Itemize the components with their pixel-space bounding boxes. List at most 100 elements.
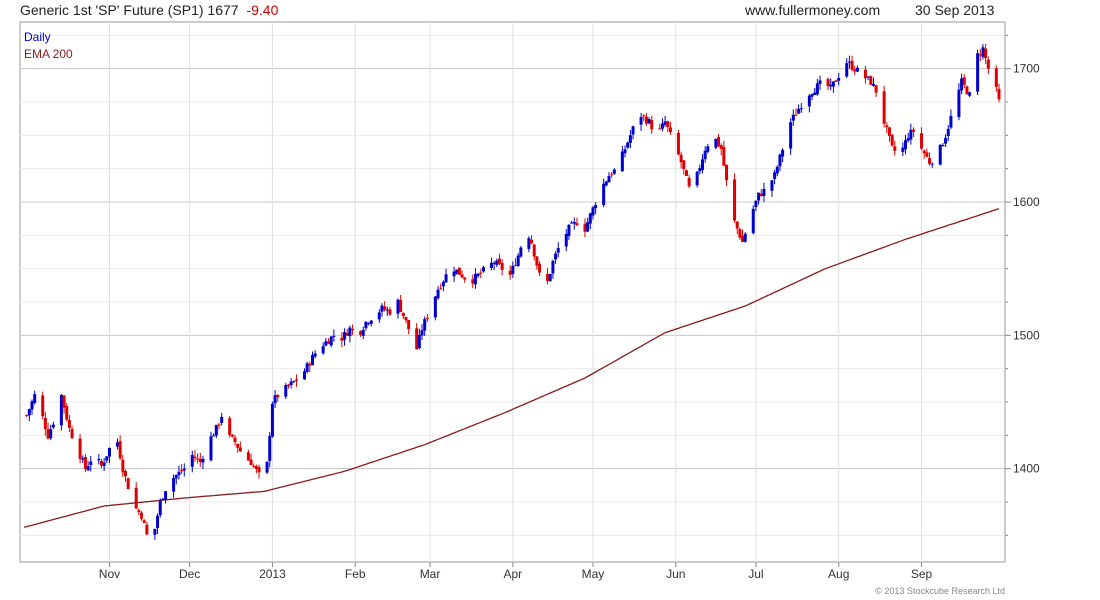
candle-body [105, 456, 109, 461]
candle-body [610, 174, 614, 176]
candle-body [102, 462, 106, 466]
candle-body [273, 395, 277, 404]
candle-body [238, 447, 242, 452]
candle-body [922, 150, 926, 154]
candle-body [554, 253, 558, 260]
candle-body [62, 395, 66, 408]
candle-body [602, 183, 606, 205]
candle-body [863, 69, 867, 79]
candle-body [946, 128, 950, 137]
candle-body [81, 458, 85, 460]
candle-body [612, 169, 616, 174]
grid-lines [20, 22, 1005, 562]
candle-body [548, 274, 552, 282]
candle-body [270, 403, 274, 437]
candle-body [302, 371, 306, 380]
candle-body [893, 146, 897, 151]
candle-body [530, 239, 534, 244]
candle-body [457, 267, 461, 275]
candle-body [246, 452, 250, 461]
candle-body [986, 59, 990, 69]
candle-body [388, 309, 392, 315]
candle-body [383, 306, 387, 310]
candle-body [994, 68, 998, 87]
candle-body [912, 129, 916, 132]
candle-body [853, 69, 857, 72]
candle-body [607, 176, 611, 183]
candle-body [703, 150, 707, 160]
candle-body [99, 460, 103, 466]
candle-body [89, 461, 93, 466]
candle-body [276, 394, 280, 398]
candle-body [345, 332, 349, 336]
candle-body [759, 193, 763, 197]
candle-body [564, 233, 568, 247]
candle-body [938, 144, 942, 165]
candle-body [687, 177, 691, 187]
candle-body [452, 271, 456, 277]
candle-body [86, 466, 90, 471]
candle-body [960, 78, 964, 91]
candle-body [781, 149, 785, 157]
candle-body [676, 132, 680, 155]
candle-body [626, 142, 630, 148]
candle-body [67, 420, 71, 428]
candle-body [156, 515, 160, 528]
candle-body [292, 381, 296, 383]
candle-body [514, 264, 518, 266]
candle-body [762, 188, 766, 197]
candle-body [407, 320, 411, 330]
candle-body [997, 88, 1001, 100]
candle-body [158, 500, 162, 516]
candle-body [794, 114, 798, 116]
candle-body [30, 401, 34, 410]
candle-body [324, 341, 328, 346]
candle-body [348, 327, 352, 337]
candle-body [775, 166, 779, 174]
candle-body [495, 260, 499, 265]
candle-body [604, 181, 608, 186]
candle-body [535, 256, 539, 266]
candle-body [153, 528, 157, 535]
candle-body [594, 205, 598, 209]
candle-body [871, 83, 875, 86]
candle-body [679, 154, 683, 163]
candle-body [236, 444, 240, 448]
candle-body [134, 487, 138, 509]
candle-body [268, 436, 272, 461]
candle-body [920, 133, 924, 149]
candle-body [423, 319, 427, 331]
candle-body [70, 428, 74, 439]
candle-body [968, 92, 972, 96]
candle-body [497, 258, 501, 264]
candle-body [639, 117, 643, 125]
candle-body [417, 334, 421, 349]
candle-body [332, 335, 336, 337]
candle-body [190, 454, 194, 467]
candle-body [818, 80, 822, 84]
candle-body [359, 331, 363, 335]
candle-body [313, 353, 317, 357]
candle-body [180, 469, 184, 472]
candle-body [25, 415, 29, 417]
candle-body [962, 77, 966, 85]
candle-body [78, 438, 82, 459]
candle-body [321, 346, 325, 354]
legend-daily: Daily [24, 30, 51, 44]
candle-body [738, 229, 742, 238]
candle-body [556, 248, 560, 253]
candle-body [650, 119, 654, 130]
candle-body [957, 89, 961, 118]
candle-body [401, 312, 405, 317]
candle-body [209, 436, 213, 461]
candle-body [519, 247, 523, 257]
candle-body [831, 81, 835, 87]
candle-body [797, 108, 801, 114]
candle-body [660, 123, 664, 129]
candle-body [217, 424, 221, 426]
candle-body [294, 379, 298, 381]
candle-body [722, 146, 726, 166]
candle-body [249, 459, 253, 465]
candle-body [404, 316, 408, 321]
